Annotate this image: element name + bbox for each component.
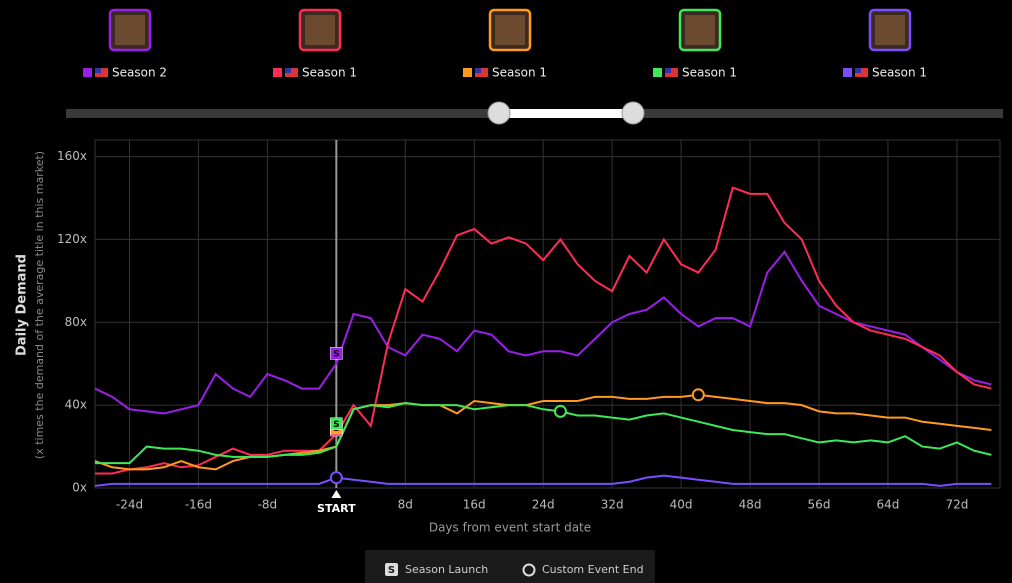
poster bbox=[685, 15, 715, 45]
legend-label: Season 2 bbox=[112, 66, 167, 80]
legend-text: Custom Event End bbox=[542, 563, 644, 576]
x-tick-label: -8d bbox=[258, 498, 278, 512]
x-tick-label: 72d bbox=[945, 498, 968, 512]
legend-swatch bbox=[653, 68, 662, 77]
x-tick-label: 16d bbox=[463, 498, 486, 512]
slider-range bbox=[499, 109, 633, 118]
flag-canton bbox=[285, 68, 291, 73]
start-marker bbox=[331, 490, 342, 498]
x-tick-label: -24d bbox=[116, 498, 143, 512]
slider-handle[interactable] bbox=[487, 101, 511, 125]
y-tick-label: 160x bbox=[57, 149, 87, 163]
launch-marker-letter: S bbox=[333, 420, 339, 430]
x-tick-label: 48d bbox=[739, 498, 762, 512]
legend-swatch bbox=[273, 68, 282, 77]
range-slider[interactable] bbox=[66, 101, 1003, 125]
series-line bbox=[95, 402, 992, 465]
x-tick-label: 32d bbox=[601, 498, 624, 512]
y-tick-label: 0x bbox=[72, 481, 87, 495]
launch-icon-letter: S bbox=[388, 565, 395, 576]
legend-label: Season 1 bbox=[682, 66, 737, 80]
launch-icon bbox=[385, 563, 398, 576]
poster bbox=[875, 15, 905, 45]
launch-marker-letter: S bbox=[333, 349, 339, 359]
flag-canton bbox=[855, 68, 861, 73]
event-end-marker bbox=[691, 388, 705, 402]
legend-label: Season 1 bbox=[872, 66, 927, 80]
poster bbox=[115, 15, 145, 45]
series-line bbox=[94, 393, 992, 471]
series-line bbox=[94, 250, 992, 415]
flag-icon bbox=[95, 68, 108, 77]
launch-marker bbox=[330, 347, 343, 360]
legend-swatch bbox=[463, 68, 472, 77]
poster bbox=[495, 15, 525, 45]
x-tick-label: -16d bbox=[185, 498, 212, 512]
flag-canton bbox=[95, 68, 101, 73]
event-end-icon bbox=[522, 563, 536, 577]
legend-label: Season 1 bbox=[302, 66, 357, 80]
flag-icon bbox=[665, 68, 678, 77]
series-line bbox=[94, 474, 992, 487]
x-tick-label: 8d bbox=[398, 498, 413, 512]
series-line bbox=[95, 186, 992, 475]
legend-swatch bbox=[83, 68, 92, 77]
x-tick-label: 56d bbox=[808, 498, 831, 512]
legend-label: Season 1 bbox=[492, 66, 547, 80]
x-axis-label: Days from event start date bbox=[429, 521, 591, 535]
x-tick-label: START bbox=[317, 502, 356, 515]
flag-icon bbox=[475, 68, 488, 77]
launch-marker bbox=[330, 417, 343, 431]
slider-handle[interactable] bbox=[621, 101, 645, 125]
legend-text: Season Launch bbox=[405, 563, 488, 576]
y-axis-sublabel: (x times the demand of the average title… bbox=[33, 151, 46, 459]
x-tick-label: 40d bbox=[670, 498, 693, 512]
flag-icon bbox=[855, 68, 868, 77]
y-tick-label: 120x bbox=[57, 232, 87, 246]
event-legend bbox=[365, 550, 655, 583]
poster bbox=[305, 15, 335, 45]
y-tick-label: 80x bbox=[65, 315, 87, 329]
y-tick-label: 40x bbox=[65, 398, 87, 412]
x-tick-label: 24d bbox=[532, 498, 555, 512]
flag-icon bbox=[285, 68, 298, 77]
flag-canton bbox=[475, 68, 481, 73]
event-end-marker bbox=[329, 471, 343, 485]
legend-swatch bbox=[843, 68, 852, 77]
event-end-marker bbox=[553, 404, 567, 418]
flag-canton bbox=[665, 68, 671, 73]
y-axis-label: Daily Demand bbox=[15, 254, 30, 356]
x-tick-label: 64d bbox=[877, 498, 900, 512]
